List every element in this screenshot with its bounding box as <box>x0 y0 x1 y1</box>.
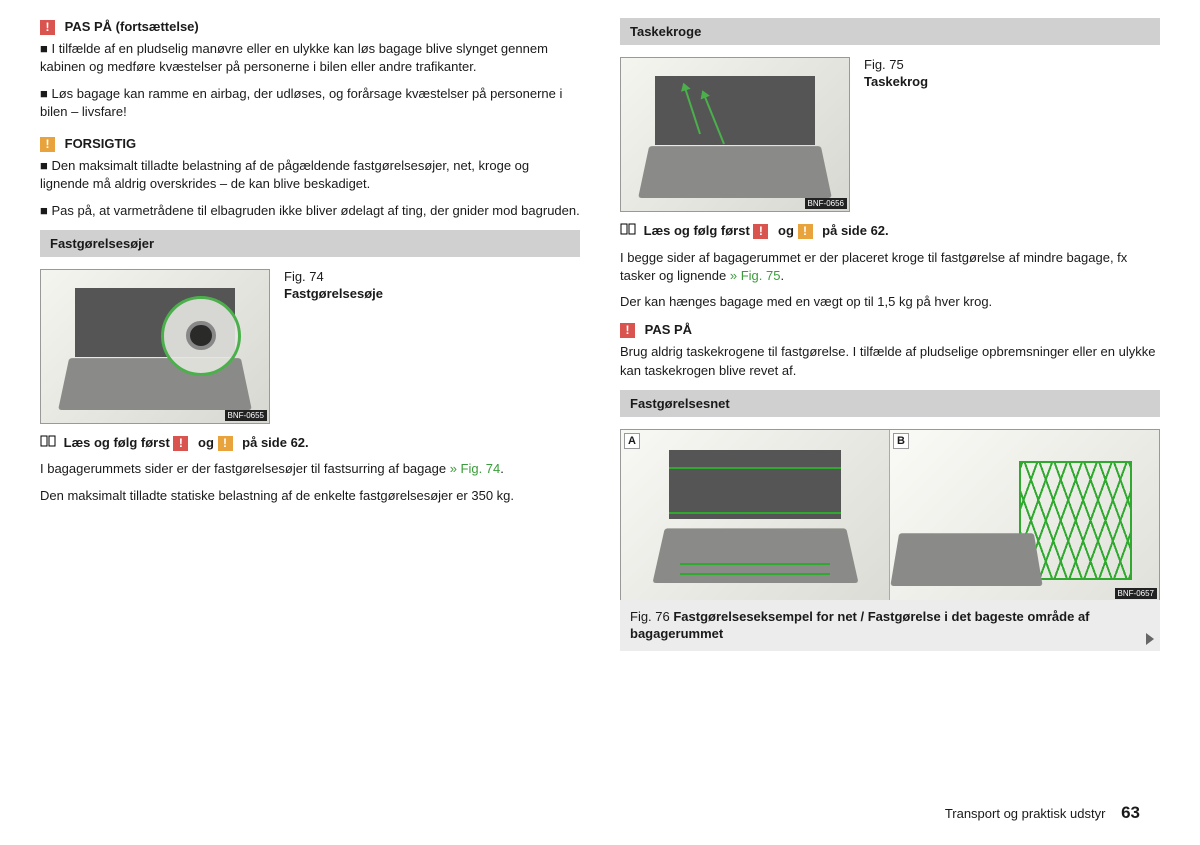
figure-74-row: BNF-0655 Fig. 74 Fastgørelsesøje <box>40 269 580 424</box>
left-column: ! PAS PÅ (fortsættelse) I tilfælde af en… <box>40 18 580 651</box>
right-column: Taskekroge BNF-0656 Fig. 75 Taskekrog Læ… <box>620 18 1160 651</box>
figure-75-caption: Fig. 75 Taskekrog <box>864 57 928 91</box>
warning-icon: ! <box>40 20 55 35</box>
pas-paa-title: PAS PÅ (fortsættelse) <box>65 19 199 34</box>
figure-76-image: A B BNF-0657 <box>620 429 1160 602</box>
figure-75-title: Taskekrog <box>864 74 928 91</box>
continue-arrow-icon <box>1146 633 1154 645</box>
forsigtig-heading: ! FORSIGTIG <box>40 135 580 153</box>
right-paragraph-1: I begge sider af bagagerummet er der pla… <box>620 249 1160 285</box>
fig-ref-74: » Fig. 74 <box>450 461 501 476</box>
book-icon <box>40 434 56 452</box>
pas-bullet-2: Løs bagage kan ramme en airbag, der udlø… <box>40 85 580 121</box>
right-paragraph-2: Der kan hænges bagage med en vægt op til… <box>620 293 1160 311</box>
warning-icon: ! <box>753 224 768 239</box>
panel-letter-b: B <box>893 433 909 449</box>
figure-76-badge: BNF-0657 <box>1115 588 1157 599</box>
read-first-right: Læs og følg først ! og ! på side 62. <box>620 222 1160 241</box>
caution-icon: ! <box>218 436 233 451</box>
figure-74-image: BNF-0655 <box>40 269 270 424</box>
pas-paa-heading: ! PAS PÅ (fortsættelse) <box>40 18 580 36</box>
figure-74-number: Fig. 74 <box>284 269 383 286</box>
pas-paa-text-2: Brug aldrig taskekrogene til fastgørelse… <box>620 343 1160 379</box>
pas-paa-title-2: PAS PÅ <box>645 322 692 337</box>
section-fastgorelsesojer: Fastgørelsesøjer <box>40 230 580 257</box>
section-taskekroge: Taskekroge <box>620 18 1160 45</box>
page-columns: ! PAS PÅ (fortsættelse) I tilfælde af en… <box>40 18 1160 651</box>
warning-icon: ! <box>173 436 188 451</box>
figure-74-badge: BNF-0655 <box>225 410 267 421</box>
figure-75-number: Fig. 75 <box>864 57 928 74</box>
read-first-left: Læs og følg først ! og ! på side 62. <box>40 434 580 453</box>
page-number: 63 <box>1121 803 1140 822</box>
left-paragraph-2: Den maksimalt tilladte statiske belastni… <box>40 487 580 505</box>
figure-75-image: BNF-0656 <box>620 57 850 212</box>
section-fastgorelsesnet: Fastgørelsesnet <box>620 390 1160 417</box>
footer-text: Transport og praktisk udstyr <box>945 806 1106 821</box>
forsigtig-bullet-1: Den maksimalt tilladte belastning af de … <box>40 157 580 193</box>
figure-76-caption: Fig. 76 Fastgørelseseksempel for net / F… <box>620 600 1160 651</box>
pas-bullet-1: I tilfælde af en pludselig manøvre eller… <box>40 40 580 76</box>
forsigtig-bullet-2: Pas på, at varmetrådene til elbagruden i… <box>40 202 580 220</box>
figure-74-caption: Fig. 74 Fastgørelsesøje <box>284 269 383 303</box>
caution-icon: ! <box>40 137 55 152</box>
pas-paa-heading-2: ! PAS PÅ <box>620 321 1160 339</box>
page-footer: Transport og praktisk udstyr 63 <box>945 803 1140 823</box>
figure-75-row: BNF-0656 Fig. 75 Taskekrog <box>620 57 1160 212</box>
book-icon <box>620 222 636 240</box>
forsigtig-title: FORSIGTIG <box>65 136 137 151</box>
panel-letter-a: A <box>624 433 640 449</box>
figure-74-title: Fastgørelsesøje <box>284 286 383 303</box>
figure-75-badge: BNF-0656 <box>805 198 847 209</box>
warning-icon: ! <box>620 323 635 338</box>
caution-icon: ! <box>798 224 813 239</box>
left-paragraph-1: I bagagerummets sider er der fastgørelse… <box>40 460 580 478</box>
fig-ref-75: » Fig. 75 <box>730 268 781 283</box>
